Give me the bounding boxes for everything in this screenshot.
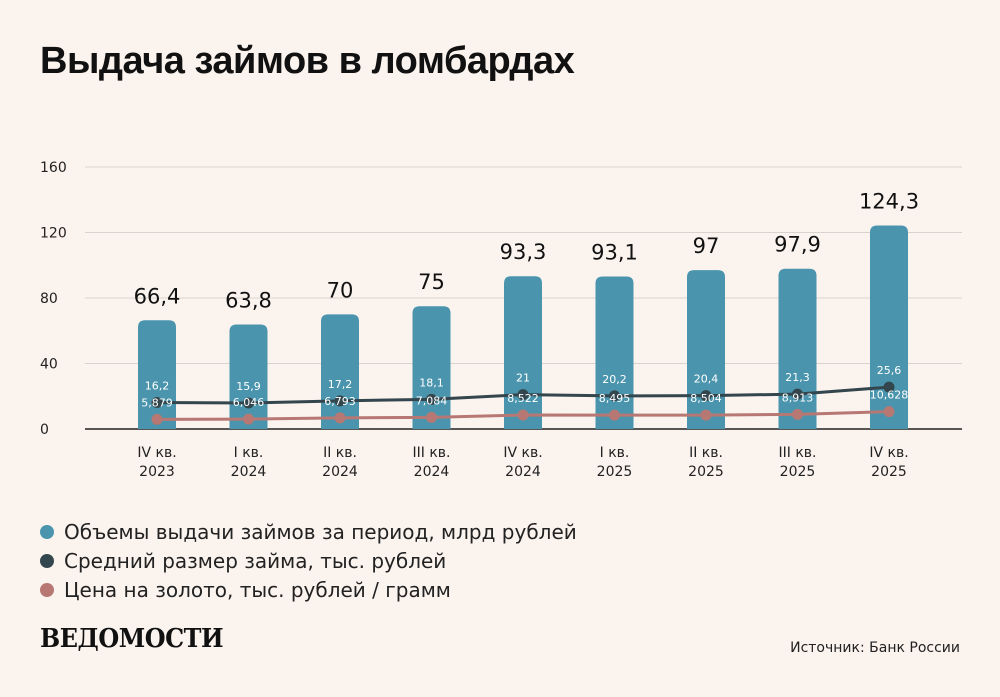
chart-canvas: 0 40 80 120 160 66,4 63,8 70 75 93,3 93,1 97 97,9 124… (40, 160, 962, 480)
bar (229, 324, 268, 429)
x-tick-label-year: 2023 (139, 464, 175, 480)
legend-dot-avg-loan (40, 553, 54, 568)
legend-item-volume: Объемы выдачи займов за период, млрд руб… (40, 517, 577, 546)
x-tick-label: II кв. (323, 445, 357, 461)
bar-value-label: 93,1 (591, 241, 638, 265)
y-tick-label: 80 (40, 291, 58, 307)
y-tick-label: 0 (40, 422, 49, 438)
x-tick-label-year: 2024 (322, 464, 358, 480)
line-value-label: 8,522 (507, 392, 539, 405)
line-value-label: 8,504 (690, 392, 722, 405)
line-point (426, 393, 437, 405)
legend-dot-volume (40, 524, 54, 539)
bar (504, 276, 542, 429)
line-value-label: 17,2 (328, 378, 353, 391)
legend-label-gold-price: Цена на золото, тыс. рублей / грамм (64, 577, 451, 602)
line-point (883, 381, 895, 393)
line-value-label: 20,2 (602, 373, 627, 386)
x-tick-label: I кв. (234, 445, 264, 461)
x-tick-label: III кв. (779, 445, 817, 461)
x-tick-label-year: 2024 (231, 464, 267, 480)
line-value-label: 21,3 (785, 371, 810, 384)
bar-value-label: 70 (327, 278, 354, 302)
bar (870, 225, 908, 429)
x-tick-label-year: 2024 (414, 464, 450, 480)
line-point (883, 406, 895, 418)
line-point (700, 409, 712, 421)
line-point (151, 396, 163, 408)
line-value-label: 15,9 (236, 380, 261, 393)
line-value-label: 7,084 (416, 394, 448, 407)
line-point (517, 389, 529, 401)
line-value-label: 5,879 (141, 396, 173, 409)
bar (321, 314, 359, 429)
line-value-label: 20,4 (694, 373, 719, 386)
x-tick-label: IV кв. (503, 445, 542, 461)
line-point (700, 390, 712, 402)
bar-value-label: 97,9 (774, 233, 821, 257)
line-point (243, 397, 254, 409)
bar-value-label: 124,3 (859, 189, 919, 213)
x-tick-label-year: 2025 (780, 464, 816, 480)
x-tick-label-year: 2025 (688, 464, 724, 480)
line-point (609, 390, 620, 402)
x-tick-label-year: 2025 (597, 464, 633, 480)
bar (595, 276, 634, 429)
y-tick-label: 40 (40, 357, 58, 373)
x-tick-label: IV кв. (869, 445, 908, 461)
line-value-label: 10,628 (870, 389, 909, 402)
chart-title: Выдача займов в ломбардах (40, 40, 575, 82)
line-value-label: 6,793 (324, 395, 356, 408)
bar (138, 320, 176, 429)
bar (778, 268, 817, 429)
line-point (243, 413, 254, 425)
x-tick-label-year: 2025 (871, 464, 907, 480)
line-point (426, 411, 437, 423)
line-point (151, 413, 163, 425)
line-point (792, 408, 803, 420)
y-tick-label: 120 (40, 226, 67, 242)
legend-dot-gold-price (40, 582, 54, 597)
line-value-label: 16,2 (145, 379, 170, 392)
legend-item-avg-loan: Средний размер займа, тыс. рублей (40, 546, 577, 575)
line-value-label: 18,1 (419, 376, 444, 389)
bar (412, 306, 451, 429)
bar (687, 270, 725, 429)
line-point (517, 409, 529, 421)
line-value-label: 8,495 (599, 392, 631, 405)
bar-value-label: 97 (693, 234, 720, 258)
line-value-label: 25,6 (877, 364, 902, 377)
legend-label-volume: Объемы выдачи займов за период, млрд руб… (64, 519, 577, 544)
line-point (792, 388, 803, 400)
x-tick-label-year: 2024 (505, 464, 541, 480)
bar-value-label: 63,8 (225, 289, 272, 313)
line-point (334, 395, 346, 407)
bar-value-label: 66,4 (134, 284, 181, 308)
legend-label-avg-loan: Средний размер займа, тыс. рублей (64, 548, 447, 573)
line-value-label: 21 (516, 372, 530, 385)
line-point (609, 409, 620, 421)
x-tick-label: IV кв. (137, 445, 176, 461)
line-point (334, 412, 346, 424)
bar-value-label: 93,3 (500, 240, 547, 264)
line-value-label: 6,046 (233, 396, 265, 409)
y-tick-label: 160 (40, 160, 67, 176)
source-note: Источник: Банк России (790, 640, 960, 656)
brand-logo: ВЕДОМОСТИ (40, 624, 224, 654)
x-tick-label: III кв. (413, 445, 451, 461)
legend: Объемы выдачи займов за период, млрд руб… (40, 517, 577, 604)
legend-item-gold-price: Цена на золото, тыс. рублей / грамм (40, 575, 577, 604)
x-tick-label: I кв. (600, 445, 630, 461)
bar-value-label: 75 (418, 270, 445, 294)
x-tick-label: II кв. (689, 445, 723, 461)
line-value-label: 8,913 (782, 391, 814, 404)
